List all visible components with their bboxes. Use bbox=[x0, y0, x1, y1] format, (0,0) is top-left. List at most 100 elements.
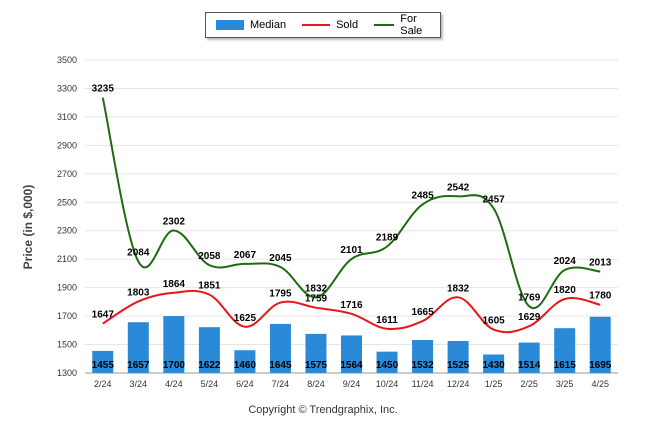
sold-data-label: 1864 bbox=[163, 279, 186, 290]
legend-item-median[interactable]: Median bbox=[216, 19, 286, 31]
sold-data-label: 1611 bbox=[376, 315, 398, 326]
for-sale-data-label: 2101 bbox=[340, 245, 363, 256]
median-bar bbox=[447, 340, 469, 373]
median-data-label: 1532 bbox=[411, 360, 434, 371]
x-tick-label: 1/25 bbox=[485, 379, 503, 389]
median-data-label: 1575 bbox=[305, 360, 328, 371]
y-tick-label: 3100 bbox=[57, 112, 77, 122]
chart-legend: Median Sold For Sale bbox=[205, 12, 441, 38]
x-tick-label: 5/24 bbox=[201, 379, 219, 389]
median-bar bbox=[305, 333, 327, 373]
median-data-label: 1700 bbox=[163, 360, 186, 371]
sold-data-label: 1820 bbox=[554, 285, 577, 296]
median-data-label: 1615 bbox=[554, 360, 577, 371]
y-tick-label: 3300 bbox=[57, 83, 77, 93]
sold-data-label: 1759 bbox=[305, 294, 328, 305]
median-bar bbox=[412, 339, 434, 373]
median-data-label: 1430 bbox=[483, 360, 506, 371]
median-bar bbox=[518, 342, 540, 373]
for-sale-line bbox=[101, 97, 601, 310]
median-bar bbox=[341, 335, 362, 373]
legend-item-sold[interactable]: Sold bbox=[302, 19, 358, 31]
sold-data-label: 1716 bbox=[340, 300, 363, 311]
median-data-label: 1564 bbox=[340, 360, 363, 371]
x-tick-label: 2/24 bbox=[94, 379, 112, 389]
median-data-label: 1460 bbox=[234, 360, 257, 371]
y-tick-label: 1300 bbox=[57, 368, 77, 378]
median-data-label: 1514 bbox=[518, 360, 541, 371]
for-sale-data-label: 2013 bbox=[589, 258, 612, 269]
sold-data-label: 1605 bbox=[483, 316, 506, 327]
y-tick-label: 2100 bbox=[57, 254, 77, 264]
x-tick-label: 4/24 bbox=[165, 379, 183, 389]
median-data-label: 1525 bbox=[447, 360, 470, 371]
median-data-label: 1695 bbox=[589, 360, 612, 371]
x-tick-label: 2/25 bbox=[520, 379, 538, 389]
x-tick-label: 9/24 bbox=[343, 379, 361, 389]
median-bar bbox=[269, 323, 291, 373]
y-tick-label: 2900 bbox=[57, 140, 77, 150]
for-sale-data-label: 2045 bbox=[269, 253, 292, 264]
copyright-footer: Copyright © Trendgraphix, Inc. bbox=[248, 404, 398, 416]
for-sale-data-label: 1832 bbox=[305, 283, 328, 294]
legend-swatch-sold bbox=[302, 24, 331, 26]
median-bar bbox=[589, 316, 611, 373]
sold-line bbox=[102, 289, 601, 334]
sold-data-label: 1780 bbox=[589, 291, 612, 302]
median-data-label: 1645 bbox=[269, 360, 292, 371]
y-tick-label: 2700 bbox=[57, 169, 77, 179]
sold-data-label: 1832 bbox=[447, 283, 470, 294]
legend-label-sold: Sold bbox=[336, 19, 359, 31]
sold-data-label: 1803 bbox=[127, 287, 150, 298]
y-tick-label: 2300 bbox=[57, 226, 77, 236]
x-tick-label: 11/24 bbox=[412, 379, 434, 389]
x-tick-label: 3/25 bbox=[556, 379, 574, 389]
x-tick-label: 10/24 bbox=[376, 379, 399, 389]
for-sale-data-label: 1769 bbox=[518, 292, 541, 303]
sold-data-label: 1665 bbox=[411, 307, 434, 318]
y-tick-label: 1500 bbox=[57, 340, 77, 350]
sold-data-label: 1625 bbox=[234, 313, 257, 324]
legend-swatch-for-sale bbox=[374, 24, 395, 26]
legend-swatch-median bbox=[216, 20, 244, 30]
median-bar bbox=[376, 351, 398, 373]
median-bar bbox=[198, 327, 220, 373]
x-tick-label: 7/24 bbox=[272, 379, 290, 389]
median-bar bbox=[127, 322, 149, 373]
for-sale-data-label: 2542 bbox=[447, 182, 470, 193]
median-data-label: 1455 bbox=[92, 360, 115, 371]
median-bar bbox=[483, 354, 505, 373]
for-sale-data-label: 2302 bbox=[163, 216, 186, 227]
sold-data-label: 1647 bbox=[92, 310, 115, 321]
median-bar bbox=[92, 350, 114, 373]
x-tick-label: 12/24 bbox=[447, 379, 470, 389]
for-sale-data-label: 2485 bbox=[411, 190, 434, 201]
sold-data-label: 1851 bbox=[198, 281, 221, 292]
for-sale-data-label: 3235 bbox=[92, 84, 115, 95]
for-sale-data-label: 2067 bbox=[234, 250, 257, 261]
x-tick-label: 8/24 bbox=[307, 379, 325, 389]
for-sale-data-label: 2084 bbox=[127, 247, 150, 258]
median-bar bbox=[554, 328, 576, 373]
for-sale-data-label: 2058 bbox=[198, 251, 221, 262]
median-data-label: 1657 bbox=[127, 360, 150, 371]
x-tick-label: 6/24 bbox=[236, 379, 254, 389]
sold-data-label: 1629 bbox=[518, 312, 541, 323]
y-tick-label: 1700 bbox=[57, 311, 77, 321]
for-sale-data-label: 2189 bbox=[376, 233, 399, 244]
sold-data-label: 1795 bbox=[269, 289, 292, 300]
median-data-label: 1450 bbox=[376, 360, 399, 371]
legend-label-for-sale: For Sale bbox=[400, 13, 423, 37]
median-data-label: 1622 bbox=[198, 360, 221, 371]
y-tick-label: 2500 bbox=[57, 197, 77, 207]
for-sale-data-label: 2457 bbox=[483, 194, 506, 205]
x-tick-label: 4/25 bbox=[591, 379, 609, 389]
legend-item-for-sale[interactable]: For Sale bbox=[374, 13, 430, 37]
legend-label-median: Median bbox=[250, 19, 287, 31]
for-sale-data-label: 2024 bbox=[554, 256, 577, 267]
x-tick-label: 3/24 bbox=[130, 379, 148, 389]
y-tick-label: 3500 bbox=[57, 55, 77, 65]
median-bar bbox=[163, 316, 185, 373]
